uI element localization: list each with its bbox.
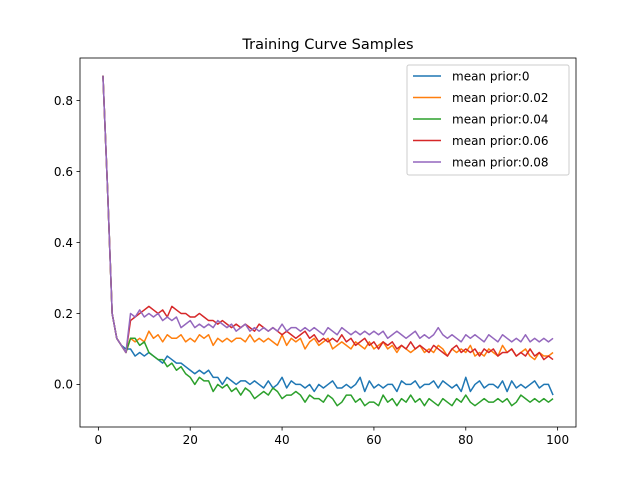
plot-lines: [102, 75, 554, 407]
legend-label-3: mean prior:0.06: [452, 134, 549, 148]
series-line-0: [102, 75, 554, 396]
y-tick-label-4: 0.8: [54, 94, 73, 108]
legend-label-0: mean prior:0: [452, 69, 529, 83]
x-tick-label-4: 80: [458, 433, 473, 447]
x-tick-label-3: 60: [366, 433, 381, 447]
legend-box: [406, 64, 570, 176]
series-line-2: [102, 75, 554, 407]
legend: mean prior:0 mean prior:0.02 mean prior:0.…: [406, 64, 570, 176]
series-line-3: [102, 75, 554, 361]
chart-title: Training Curve Samples: [241, 37, 413, 53]
y-tick-label-2: 0.4: [54, 236, 73, 250]
y-tick-label-3: 0.6: [54, 165, 73, 179]
x-tick-label-2: 40: [274, 433, 289, 447]
axes: 0 20 40 60 80 100 0.0 0.2 0.4 0.6 0.8: [54, 57, 577, 447]
y-tick-label-0: 0.0: [54, 378, 73, 392]
x-tick-label-1: 20: [183, 433, 198, 447]
series-line-4: [102, 75, 554, 354]
legend-label-1: mean prior:0.02: [452, 91, 549, 105]
legend-label-4: mean prior:0.08: [452, 155, 549, 169]
x-tick-label-5: 100: [546, 433, 569, 447]
y-tick-label-1: 0.2: [54, 307, 73, 321]
legend-label-2: mean prior:0.04: [452, 112, 549, 126]
x-tick-label-0: 0: [95, 433, 103, 447]
